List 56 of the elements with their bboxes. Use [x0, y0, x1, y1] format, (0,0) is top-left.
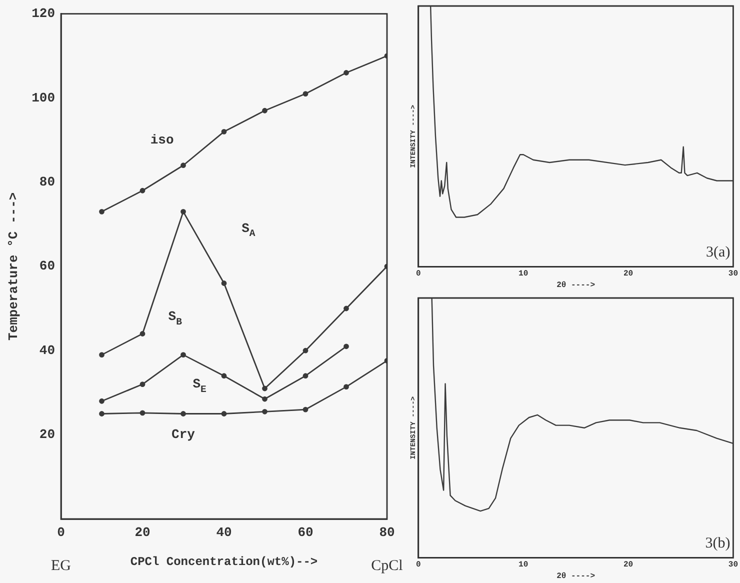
y-tick-label: 80: [39, 174, 56, 190]
x-tick-label: 0: [416, 560, 421, 570]
point: [221, 411, 227, 416]
point: [180, 352, 186, 358]
point: [180, 208, 186, 214]
point: [344, 344, 349, 350]
text: EG: [51, 558, 72, 574]
x-tick-label: 30: [728, 560, 738, 570]
x-tick-label: 20: [134, 525, 150, 540]
point: [180, 411, 186, 416]
point: [302, 406, 308, 412]
annotation: iso: [150, 132, 174, 148]
x-tick-label: 40: [216, 525, 232, 540]
x-tick-label: 30: [728, 270, 738, 279]
point: [302, 91, 308, 96]
point: [344, 384, 349, 390]
annotation: 3(b): [705, 536, 730, 552]
text: CpCl: [371, 558, 403, 574]
point: [99, 208, 104, 214]
annotation: 3(a): [706, 244, 730, 261]
point: [302, 373, 308, 379]
x-tick-label: 0: [416, 270, 421, 279]
point: [302, 348, 308, 354]
y-tick-label: 40: [39, 342, 56, 358]
y-tick-label: 120: [32, 6, 56, 22]
point: [262, 108, 268, 114]
point: [140, 188, 146, 194]
x-tick-label: 10: [518, 270, 528, 279]
x-axis-title: 2θ ---->: [556, 281, 596, 290]
point: [221, 373, 227, 379]
x-tick-label: 0: [57, 525, 66, 540]
x-axis-title: CPCl Concentration(wt%)-->: [130, 554, 318, 569]
point: [262, 386, 268, 392]
point: [99, 411, 104, 416]
x-axis-title: 2θ ---->: [556, 572, 596, 582]
y-tick-label: 100: [32, 90, 56, 106]
point: [221, 128, 227, 134]
y-axis-title: Temperature °C --->: [6, 192, 22, 341]
point: [344, 70, 349, 76]
point: [262, 396, 268, 402]
point: [140, 410, 146, 416]
x-tick-label: 60: [298, 525, 314, 540]
point: [180, 162, 186, 168]
annotation: Cry: [172, 426, 196, 442]
x-tick-label: 10: [518, 560, 528, 570]
x-tick-label: 80: [379, 525, 395, 540]
x-tick-label: 20: [623, 560, 634, 570]
point: [221, 280, 227, 286]
point: [344, 306, 349, 312]
point: [99, 352, 104, 358]
point: [99, 398, 104, 404]
y-tick-label: 20: [39, 427, 56, 442]
point: [140, 331, 146, 336]
point: [140, 382, 146, 387]
x-tick-label: 20: [623, 270, 634, 279]
point: [262, 408, 268, 414]
